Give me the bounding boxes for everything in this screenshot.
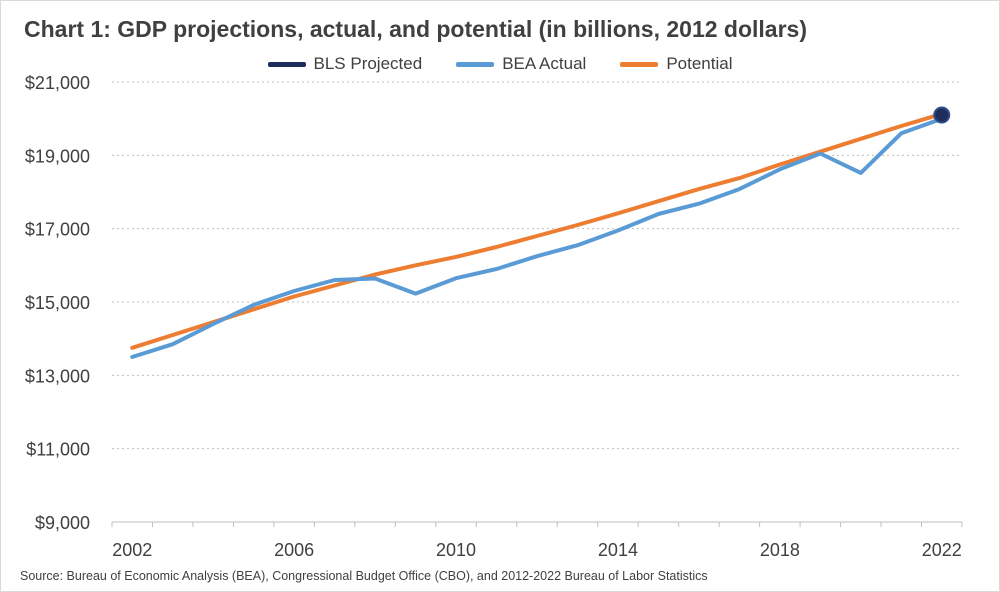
x-tick-label: 2006 (274, 540, 314, 560)
y-tick-label: $19,000 (25, 146, 90, 166)
y-tick-label: $15,000 (25, 293, 90, 313)
x-tick-label: 2022 (922, 540, 962, 560)
series-line-bea-actual (130, 116, 944, 359)
legend-label-bls-projected: BLS Projected (313, 54, 423, 73)
x-tick-label: 2002 (112, 540, 152, 560)
legend-label-bea-actual: BEA Actual (502, 54, 587, 73)
y-tick-label: $17,000 (25, 220, 90, 240)
y-tick-label: $11,000 (26, 440, 90, 460)
legend-swatch-potential (620, 61, 659, 67)
series-line-potential (130, 111, 944, 350)
chart-title: Chart 1: GDP projections, actual, and po… (24, 16, 807, 42)
legend-swatch-bea-actual (456, 61, 495, 67)
legend-item-bea-actual: BEA Actual (456, 54, 586, 74)
bls-projected-point (933, 106, 951, 124)
x-tick-label: 2014 (598, 540, 638, 560)
y-tick-label: $9,000 (35, 513, 90, 533)
legend-swatch-bls-projected (267, 61, 306, 67)
legend-item-potential: Potential (620, 54, 732, 74)
x-tick-label: 2018 (760, 540, 800, 560)
source-note: Source: Bureau of Economic Analysis (BEA… (20, 569, 708, 583)
legend-label-potential: Potential (666, 54, 733, 73)
y-tick-label: $13,000 (25, 366, 90, 386)
legend: BLS Projected BEA Actual Potential (0, 51, 1000, 77)
x-tick-label: 2010 (436, 540, 476, 560)
legend-item-bls-projected: BLS Projected (267, 54, 423, 74)
y-tick-label: $21,000 (25, 73, 90, 93)
